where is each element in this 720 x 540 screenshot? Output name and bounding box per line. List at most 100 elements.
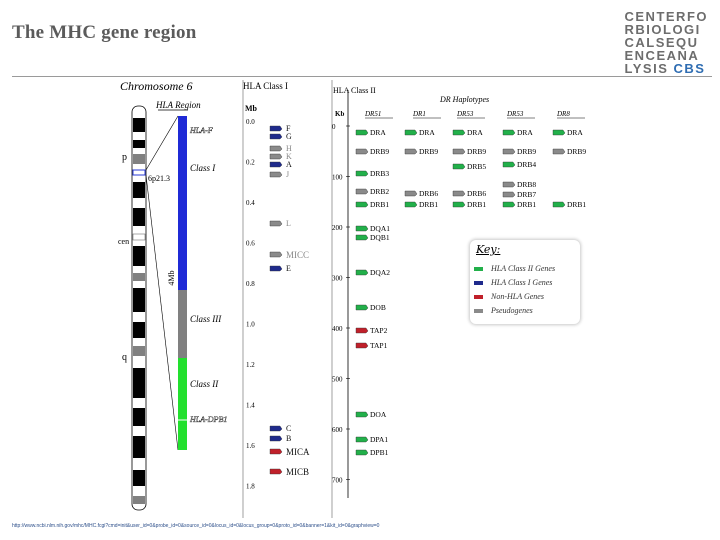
centromere-label: cen [118,237,129,246]
class1-gene-icon [269,448,283,455]
class2-gene-label: DQA1 [370,224,390,233]
class2-gene-icon [355,225,369,232]
class2-tick: 600 [332,426,343,434]
key-item-pseudo: Pseudogenes [474,306,533,315]
zoom-line-bottom [145,174,179,451]
class1-gene-label: L [286,219,291,228]
class2-tick: 700 [332,477,343,485]
haplotype-gene-label: DRB9 [567,147,586,156]
class1-gene-icon [269,435,283,442]
class1-gene-label: B [286,434,291,443]
cbs-logo: CENTERFO RBIOLOGI CALSEQU ENCEANA LYSIS … [625,10,709,75]
class2-gene-label: DOA [370,410,387,419]
class2-gene-label: DRB2 [370,187,389,196]
class2-gene-icon [355,269,369,276]
band-6p21 [132,169,146,176]
class1-gene-icon [269,265,283,272]
class2-swatch [474,267,483,272]
title-divider [12,76,712,77]
haplotype-gene-label: DRB1 [419,200,438,209]
haplotype-gene-label: DRA [517,128,533,137]
class2-gene-label: TAP1 [370,341,388,350]
class2-gene-icon [355,201,369,208]
class1-gene-label: H [286,144,292,153]
haplotype-name: DR1 [412,110,426,118]
class1-gene-label: J [286,170,289,179]
class2-gene-label: DRB9 [370,147,389,156]
class2-axis: 0 100 200 300 400 500 600 700 [332,123,350,485]
segment-class3: Class III [190,314,222,324]
chromosome-ideogram [131,105,147,511]
class2-gene-icon [355,170,369,177]
logo-prefix: LYSIS [624,61,669,76]
page-title: The MHC gene region [12,22,197,43]
haplotype-gene-icon [404,129,418,136]
class2-gene-icon [355,449,369,456]
class1-gene-label: A [286,160,292,169]
haplotype-headers: DR51 DR1 DR53 DR53 DR8 [364,110,585,119]
haplotype-gene-icon [502,191,516,198]
haplotype-gene-icon [404,201,418,208]
logo-line: CENTERFO [624,9,708,24]
haplotype-gene-icon [452,129,466,136]
class1-gene-label: E [286,264,291,273]
segment-class2: Class II [190,379,219,389]
haplotype-gene-label: DRA [419,128,435,137]
class1-axis-unit: Mb [245,104,258,113]
haplotype-gene-label: DRB6 [419,189,438,198]
haplotype-gene-icon [502,201,516,208]
class2-gene-label: DPA1 [370,435,388,444]
haplotype-gene-icon [502,129,516,136]
haplotype-gene-label: DRB9 [517,147,536,156]
class2-gene-label: TAP2 [370,326,388,335]
key-title: Key: [476,243,501,256]
class1-segment [178,116,187,290]
haplotype-gene-icon [452,148,466,155]
haplotype-gene-label: DRB9 [419,147,438,156]
class1-axis: 0.0 0.2 0.4 0.6 0.8 1.0 1.2 1.4 1.6 1.8 [246,118,255,491]
class2-gene-icon [355,129,369,136]
class1-header: HLA Class I [243,81,288,91]
class1-tick: 1.8 [246,483,255,491]
band-label: 6p21.3 [148,174,170,183]
class1-tick: 1.2 [246,361,255,369]
class1-gene-icon [269,125,283,132]
non-hla-swatch [474,295,483,300]
class1-tick: 1.4 [246,402,255,410]
haplotype-gene-icon [404,148,418,155]
class2-tick: 0 [332,123,336,131]
class1-gene-label: G [286,132,292,141]
class2-gene-label: DRB3 [370,169,389,178]
class1-gene-icon [269,468,283,475]
pseudogene-swatch [474,309,483,314]
logo-line: CALSEQU [624,35,699,50]
class2-gene-label: DPB1 [370,448,389,457]
dr-haplotypes-label: DR Haplotypes [439,95,489,104]
haplotype-gene-label: DRB1 [467,200,486,209]
class2-tick: 100 [332,174,343,182]
haplotype-genes: DRA DRB9 DRB6 DRB1 DRA DRB9 DRB5 DRB6 DRB1 DRA DRB… [404,128,586,209]
logo-cbs: CBS [673,61,706,76]
class2-gene-icon [355,304,369,311]
haplotype-gene-icon [452,201,466,208]
haplotype-gene-icon [404,190,418,197]
class1-gene-icon [269,145,283,152]
class1-tick: 0.8 [246,280,255,288]
haplotype-name: DR8 [556,110,570,118]
haplotype-gene-icon [502,181,516,188]
haplotype-gene-icon [502,161,516,168]
class2-gene-label: DRB1 [370,200,389,209]
class2-gene-icon [355,148,369,155]
class1-tick: 0.2 [246,159,255,167]
class2-tick: 200 [332,224,343,232]
class2-gene-label: DOB [370,303,386,312]
segment-dpb1: HLA-DPB1 [189,415,227,424]
arm-p: p [122,152,127,163]
zoom-line-top [145,115,179,171]
class2-axis-unit: Kb [335,110,344,118]
class2-gene-icon [355,411,369,418]
haplotype-gene-icon [452,190,466,197]
class1-tick: 0.6 [246,240,255,248]
haplotype-name: DR53 [506,110,524,118]
